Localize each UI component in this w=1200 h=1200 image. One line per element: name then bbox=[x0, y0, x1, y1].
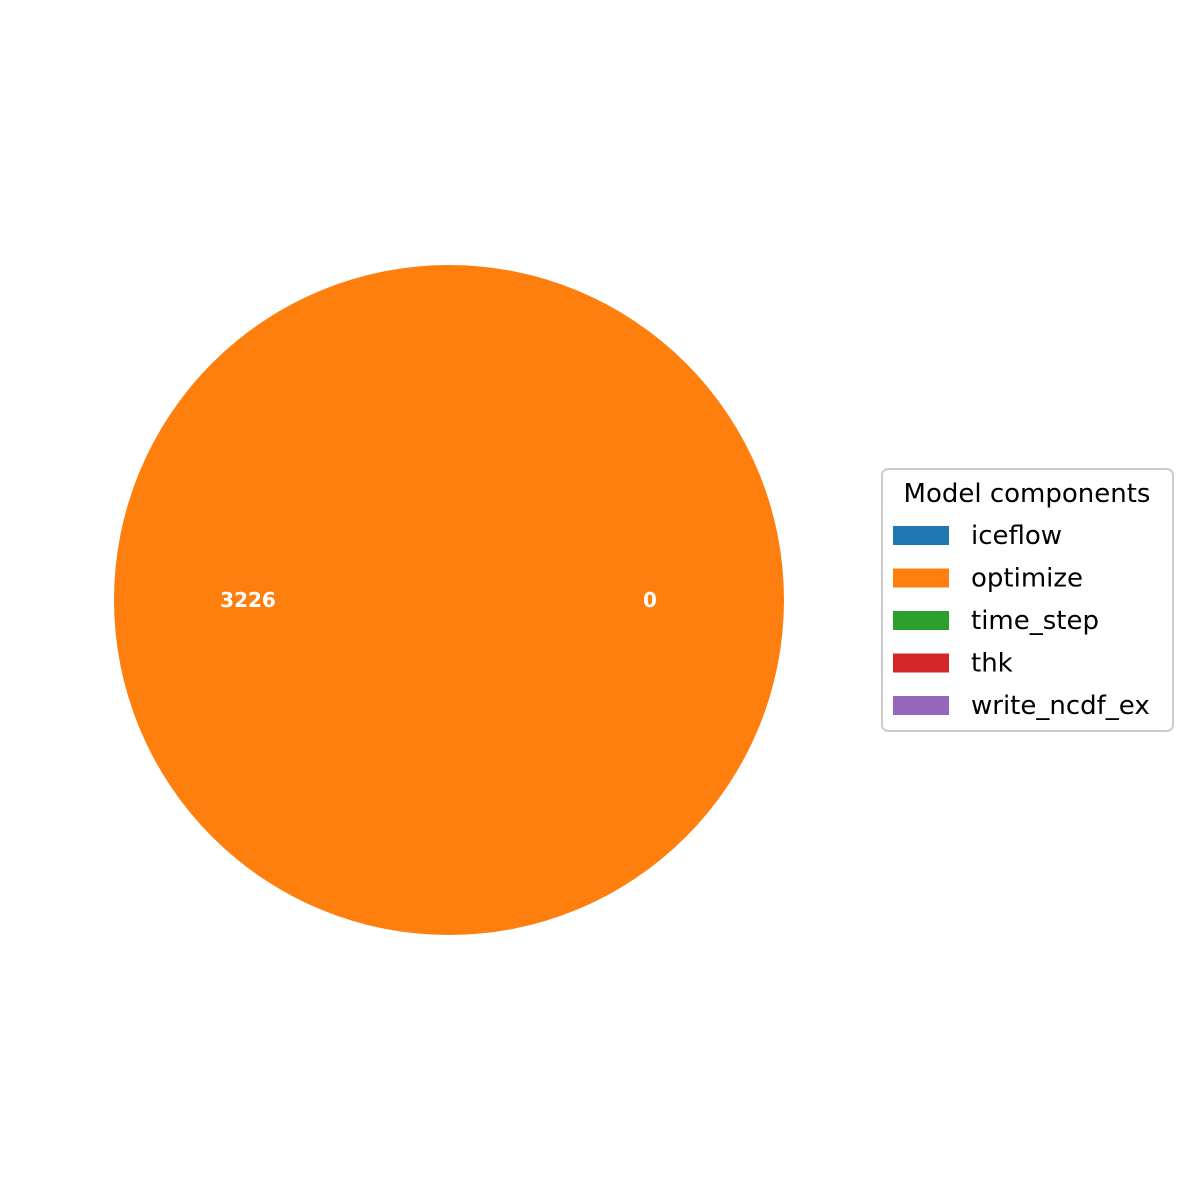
legend-swatch-write-ncdf-ex bbox=[893, 696, 949, 715]
legend: Model components iceflow optimize time_ste… bbox=[881, 468, 1174, 732]
legend-swatch-thk bbox=[893, 653, 949, 673]
slice-labels: 0 3226 bbox=[220, 588, 657, 612]
legend-title: Model components bbox=[904, 479, 1151, 509]
legend-swatch-time-step bbox=[893, 611, 949, 630]
pie-slice-optimize bbox=[114, 265, 784, 935]
legend-label-time-step: time_step bbox=[971, 606, 1099, 636]
pie-slices bbox=[114, 265, 784, 935]
legend-frame bbox=[881, 468, 1174, 732]
slice-label-iceflow: 0 bbox=[643, 588, 657, 612]
legend-label-iceflow: iceflow bbox=[971, 521, 1062, 551]
legend-label-write-ncdf-ex: write_ncdf_ex bbox=[971, 691, 1150, 721]
legend-swatch-optimize bbox=[893, 568, 949, 588]
legend-label-thk: thk bbox=[971, 649, 1013, 679]
legend-swatch-iceflow bbox=[893, 526, 949, 545]
legend-label-optimize: optimize bbox=[971, 564, 1083, 594]
slice-label-optimize: 3226 bbox=[220, 588, 276, 612]
